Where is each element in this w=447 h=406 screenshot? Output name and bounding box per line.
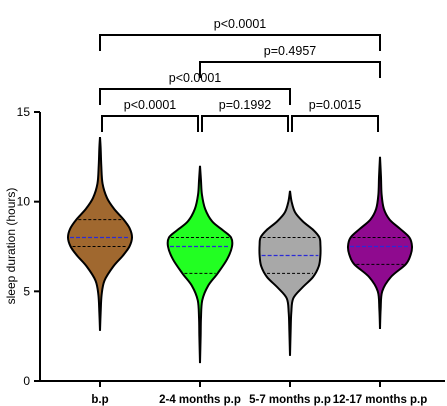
significance-brackets: p<0.0001 p=0.1992 p=0.0015 p<0.0001 p=0.4957… bbox=[99, 17, 381, 132]
bracket-3 bbox=[99, 88, 291, 105]
bracket-4 bbox=[199, 61, 381, 78]
p-value-label-4: p=0.4957 bbox=[264, 44, 317, 58]
bracket-1 bbox=[201, 115, 289, 132]
bracket-2 bbox=[291, 115, 379, 132]
bracket-0 bbox=[101, 115, 199, 132]
x-tick-label-1: 2-4 months p.p bbox=[159, 394, 241, 406]
y-tick-label-3: 15 bbox=[17, 105, 31, 119]
violin-3 bbox=[346, 156, 414, 330]
violin-0 bbox=[66, 137, 134, 331]
violin-plots bbox=[66, 137, 414, 364]
violin-1 bbox=[166, 165, 234, 364]
y-tick-label-2: 10 bbox=[17, 195, 31, 209]
x-tick-label-0: b.p bbox=[91, 394, 108, 406]
y-tick-label-1: 5 bbox=[23, 284, 30, 298]
y-axis-label: sleep duration (hours) bbox=[4, 188, 18, 305]
p-value-label-1: p=0.1992 bbox=[219, 98, 272, 112]
p-value-label-0: p<0.0001 bbox=[124, 98, 177, 112]
p-value-label-2: p=0.0015 bbox=[309, 98, 362, 112]
y-axis: sleep duration (hours) 0 5 10 15 bbox=[4, 105, 41, 388]
x-axis: b.p 2-4 months p.p 5-7 months p.p 12-17 mon… bbox=[40, 380, 445, 406]
x-tick-label-3: 12-17 months p.p bbox=[333, 394, 428, 406]
p-value-label-3: p<0.0001 bbox=[169, 71, 222, 85]
x-tick-label-2: 5-7 months p.p bbox=[249, 394, 331, 406]
y-tick-label-0: 0 bbox=[23, 374, 30, 388]
bracket-5 bbox=[99, 34, 381, 51]
p-value-label-5: p<0.0001 bbox=[214, 17, 267, 31]
